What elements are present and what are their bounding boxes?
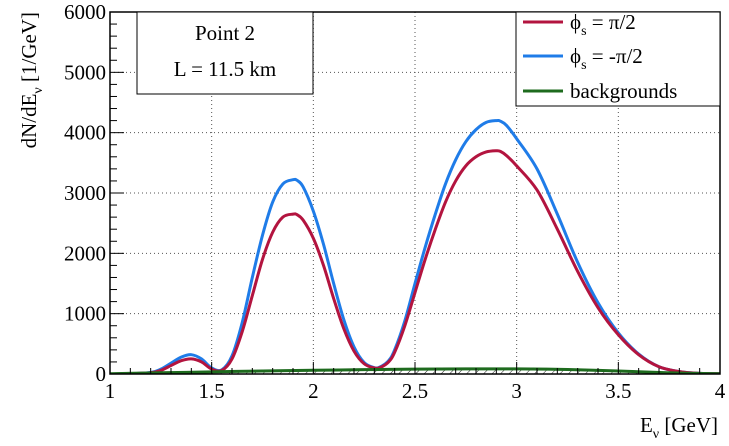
x-tick-label-5: 3.5 [605, 379, 631, 403]
y-tick-label-5: 5000 [64, 60, 106, 84]
legend-entry-backgrounds: backgrounds [523, 79, 677, 103]
y-tick-label-2: 2000 [64, 241, 106, 265]
x-tick-label-0: 1 [105, 379, 116, 403]
y-tick-labels: 0 1000 2000 3000 4000 5000 6000 [64, 0, 106, 386]
x-tick-label-2: 2 [308, 379, 319, 403]
x-axis-title: Eν [GeV] [640, 413, 718, 442]
x-tick-label-1: 1.5 [199, 379, 225, 403]
x-tick-label-6: 4 [715, 379, 726, 403]
y-tick-label-4: 4000 [64, 121, 106, 145]
legend-label-0: ϕs = π/2 [570, 10, 636, 39]
annotation-line-1: Point 2 [195, 21, 255, 45]
legend-entry-phi-minus: ϕs = -π/2 [523, 44, 643, 73]
annotation-box: Point 2 L = 11.5 km [136, 11, 314, 95]
annotation-line-2: L = 11.5 km [174, 57, 276, 81]
x-tick-labels: 1 1.5 2 2.5 3 3.5 4 [105, 379, 726, 403]
x-tick-label-3: 2.5 [402, 379, 428, 403]
legend-entry-phi-plus: ϕs = π/2 [523, 10, 636, 39]
x-tick-label-4: 3 [511, 379, 522, 403]
legend-label-1: ϕs = -π/2 [570, 44, 643, 73]
y-tick-label-1: 1000 [64, 302, 106, 326]
axis-ticks [109, 11, 721, 375]
y-tick-label-0: 0 [96, 362, 107, 386]
y-tick-label-6: 6000 [64, 0, 106, 24]
y-axis-title: dN/dEν [1/GeV] [17, 12, 46, 148]
y-tick-label-3: 3000 [64, 181, 106, 205]
legend-label-2: backgrounds [570, 79, 677, 103]
legend: ϕs = π/2 ϕs = -π/2 backgrounds [515, 10, 721, 107]
